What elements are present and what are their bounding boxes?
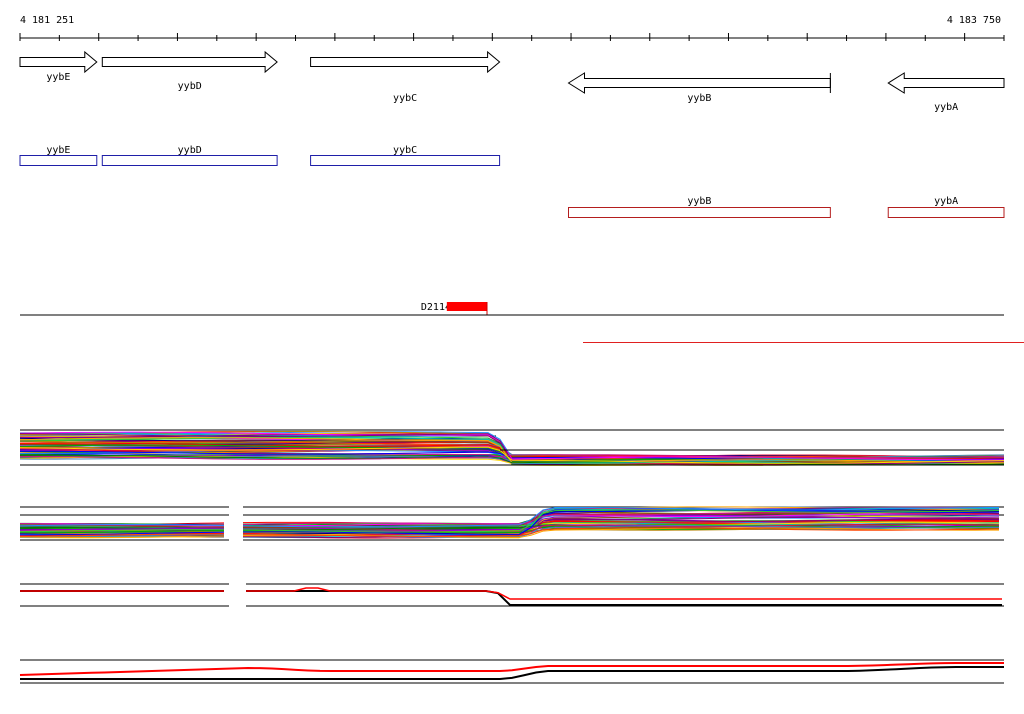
profile-line <box>19 530 225 534</box>
gene-arrow-yybE[interactable] <box>19 50 98 74</box>
profile-line <box>19 454 1005 466</box>
profile-line <box>19 531 225 535</box>
expression-profile-panel-1 <box>19 429 1005 466</box>
profile-line <box>19 446 1005 464</box>
annotation-box-label: yybA <box>934 196 958 207</box>
annotation-box-label: yybE <box>46 145 70 156</box>
profile-line <box>246 590 1002 606</box>
feature-label: D2114 <box>421 302 451 313</box>
annotation-box-yybB[interactable] <box>568 207 831 218</box>
profile-line <box>242 508 1000 534</box>
profile-line <box>246 587 1002 600</box>
annotation-box-label: yybB <box>687 196 711 207</box>
annotation-reverse-track: yybB yybA <box>568 196 1005 218</box>
gene-arrow-label: yybC <box>393 93 417 104</box>
profile-line <box>242 509 1000 533</box>
annotation-box-yybA[interactable] <box>887 207 1005 218</box>
profile-line <box>19 662 1004 676</box>
expression-profile-panel-4 <box>19 659 1004 684</box>
profile-line <box>19 528 225 531</box>
gene-arrows-track: yybE yybD yybC yybB yybA <box>19 50 1005 113</box>
profile-line <box>242 518 1000 539</box>
gene-arrow-label: yybE <box>46 72 70 83</box>
gene-arrow-label: yybB <box>687 93 711 104</box>
annotation-box-label: yybC <box>393 145 417 156</box>
profile-line <box>243 513 1000 527</box>
profile-line <box>242 512 1000 526</box>
ruler-end-label: 4 183 750 <box>947 15 1001 26</box>
gene-arrow-yybB[interactable] <box>567 72 831 94</box>
profile-line <box>19 524 225 527</box>
profile-line <box>20 666 1004 680</box>
profile-line <box>19 535 225 538</box>
annotation-box-yybD[interactable] <box>101 155 278 166</box>
annotation-box-label: yybD <box>178 145 202 156</box>
coordinate-ruler: 4 181 251 4 183 750 <box>19 15 1005 41</box>
profile-line <box>19 431 1005 461</box>
profile-line <box>242 524 1000 532</box>
annotation-box-yybC[interactable] <box>310 155 501 166</box>
gene-arrow-yybA[interactable] <box>887 72 1005 94</box>
gene-arrow-label: yybA <box>934 102 958 113</box>
gene-arrow-yybC[interactable] <box>310 50 501 74</box>
profile-line <box>242 527 1000 537</box>
profile-line <box>19 534 225 538</box>
gene-arrow-yybD[interactable] <box>101 50 278 74</box>
profile-line <box>19 454 1005 460</box>
expression-profile-panel-3 <box>20 583 1004 607</box>
feature-track: D2114 <box>20 302 1024 343</box>
ruler-start-label: 4 181 251 <box>20 15 74 26</box>
feature-bar[interactable] <box>446 302 487 311</box>
profile-line <box>19 529 225 533</box>
expression-profile-panel-2 <box>19 506 1004 541</box>
profile-line <box>19 533 225 537</box>
profile-line <box>242 506 1000 528</box>
annotation-box-yybE[interactable] <box>19 155 98 166</box>
gene-arrow-label: yybD <box>178 81 202 92</box>
ruler-ticks <box>19 33 1005 41</box>
annotation-forward-track: yybE yybD yybC <box>19 145 501 166</box>
